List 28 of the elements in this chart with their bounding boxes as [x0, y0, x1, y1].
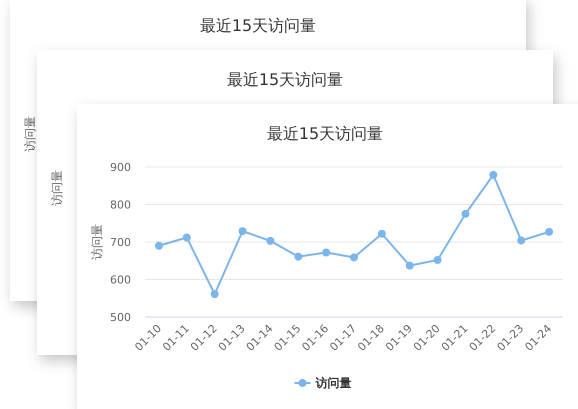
ytick: 800 — [110, 198, 131, 212]
legend-label: 访问量 — [314, 376, 352, 390]
point — [238, 227, 247, 236]
point — [182, 234, 191, 242]
title: 最近15天访问量 — [200, 16, 316, 35]
point — [545, 228, 554, 236]
point — [461, 210, 470, 218]
point — [154, 242, 163, 250]
legend: 访问量 — [294, 376, 352, 390]
title: 最近15天访问量 — [226, 70, 344, 89]
ytick: 900 — [110, 161, 131, 174]
point — [210, 290, 219, 298]
ytick: 600 — [110, 274, 131, 286]
point — [350, 253, 358, 262]
ytick: 700 — [110, 236, 131, 249]
point — [489, 170, 498, 179]
point — [322, 248, 330, 256]
point — [517, 236, 526, 244]
ytick: 500 — [110, 311, 131, 324]
point — [266, 236, 274, 245]
ylabel: 访问量 — [23, 116, 37, 152]
point — [406, 262, 414, 270]
ylabel: 访问量 — [90, 224, 104, 260]
point — [294, 252, 302, 261]
point — [378, 230, 386, 238]
ylabel: 访问量 — [50, 170, 64, 206]
point — [434, 256, 442, 264]
title: 最近15天访问量 — [266, 124, 384, 143]
